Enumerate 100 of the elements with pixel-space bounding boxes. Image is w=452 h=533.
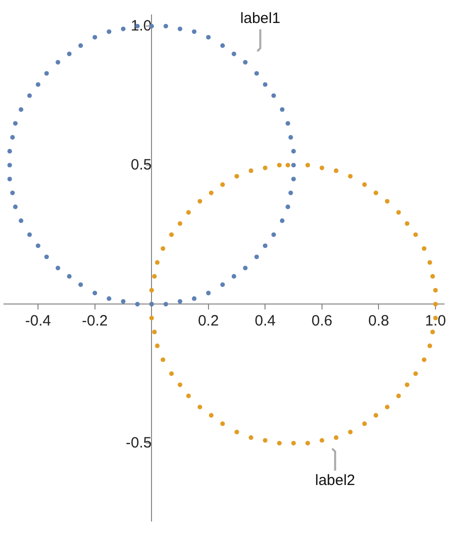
point (242, 60, 248, 65)
point (404, 221, 410, 226)
point (362, 182, 367, 187)
point (248, 435, 254, 440)
point (254, 71, 259, 76)
point (277, 162, 282, 168)
annotation: label2 (315, 472, 356, 490)
point (384, 198, 390, 204)
point (36, 82, 40, 87)
point (234, 430, 240, 434)
point (92, 34, 98, 40)
point (10, 135, 15, 140)
point (149, 316, 154, 320)
point (7, 176, 12, 182)
point (286, 121, 290, 126)
point (422, 246, 426, 251)
point (186, 394, 191, 398)
point (433, 288, 438, 293)
point (262, 438, 268, 443)
point (291, 440, 296, 446)
point (36, 243, 40, 248)
x-tick-label: 1.0 (425, 312, 446, 330)
point (169, 371, 174, 376)
point (18, 107, 24, 112)
point (262, 82, 268, 87)
point (44, 254, 49, 260)
point (169, 232, 174, 237)
point (160, 357, 166, 362)
point (413, 232, 418, 237)
point (13, 121, 18, 126)
point (248, 168, 254, 173)
point (413, 371, 418, 376)
point (56, 266, 60, 270)
point (152, 330, 157, 334)
point (135, 302, 140, 306)
point (320, 166, 324, 170)
point (234, 174, 240, 179)
point (280, 107, 284, 112)
point (384, 404, 390, 410)
point (106, 29, 112, 34)
point (291, 148, 296, 154)
point (56, 60, 60, 65)
point (334, 168, 338, 173)
point (10, 190, 15, 196)
x-tick-label: 0.4 (254, 312, 276, 330)
y-tick-label: 0.5 (130, 156, 152, 174)
point (178, 26, 182, 32)
point (428, 260, 432, 265)
point (286, 162, 290, 168)
point (152, 274, 157, 279)
point (198, 404, 202, 410)
point (178, 221, 182, 226)
point (291, 162, 296, 168)
y-tick-label: -0.5 (126, 434, 152, 452)
point (242, 266, 248, 270)
x-tick-label: 0.8 (368, 312, 390, 330)
point (422, 357, 426, 362)
point (430, 330, 435, 334)
point (192, 296, 196, 301)
point (7, 148, 12, 154)
point (178, 382, 182, 388)
point (27, 93, 32, 98)
point (120, 299, 126, 304)
point (271, 93, 276, 98)
point (288, 190, 294, 196)
point (262, 243, 268, 248)
point (254, 254, 259, 260)
point (374, 413, 378, 418)
point (232, 274, 236, 279)
point (348, 174, 353, 179)
point (154, 260, 160, 265)
point (13, 204, 18, 210)
point (208, 190, 214, 196)
point (164, 302, 168, 306)
point (120, 26, 126, 32)
point (66, 274, 72, 279)
point (374, 190, 378, 196)
point (18, 218, 24, 224)
point (305, 440, 310, 446)
point (66, 52, 72, 56)
point (78, 43, 83, 48)
point (320, 438, 324, 443)
x-tick-label: 0.6 (312, 312, 332, 330)
point (334, 435, 338, 440)
point (78, 282, 83, 287)
annotation: label1 (240, 10, 280, 27)
point (186, 210, 191, 215)
point (220, 421, 225, 426)
point (262, 166, 268, 170)
point (433, 302, 438, 306)
x-tick-label: -0.4 (25, 312, 51, 330)
point (192, 29, 196, 34)
point (44, 71, 49, 76)
point (92, 290, 98, 296)
point (396, 210, 401, 215)
point (206, 34, 211, 40)
x-tick-label: -0.2 (82, 312, 108, 330)
point (232, 52, 236, 56)
point (305, 162, 310, 168)
x-tick-label: 0.2 (198, 312, 219, 330)
